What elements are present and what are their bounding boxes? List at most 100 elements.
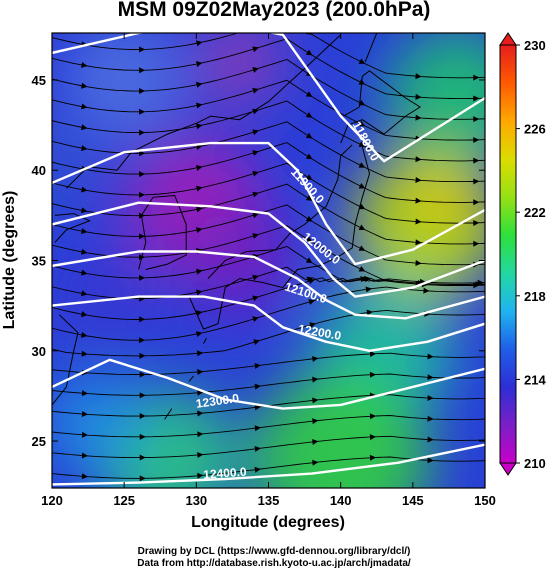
streamline-arrow	[358, 266, 366, 272]
streamline-arrow	[81, 410, 88, 417]
coastline	[340, 70, 422, 144]
contour-label: 12300.0	[195, 391, 240, 411]
streamline-arrow	[427, 457, 434, 464]
streamline	[52, 33, 485, 79]
streamline-arrow	[197, 369, 204, 375]
streamline-arrow	[139, 475, 146, 482]
streamline	[52, 373, 485, 396]
x-axis-title: Longitude (degrees)	[191, 514, 345, 531]
streamline-arrow	[423, 287, 430, 294]
x-tick-label: 150	[474, 493, 496, 508]
shading-patch	[64, 33, 185, 140]
streamline-arrow	[81, 207, 88, 214]
streamline-arrow	[305, 153, 313, 160]
streamline-arrow	[427, 394, 434, 401]
coastline	[203, 337, 207, 344]
streamline-arrow	[81, 473, 88, 480]
streamline-arrow	[415, 156, 422, 163]
streamline-arrow	[369, 413, 376, 420]
wind-streamlines	[52, 24, 485, 482]
streamline-arrow	[197, 389, 204, 396]
height-contour	[52, 141, 485, 266]
y-tick-label: 35	[32, 254, 46, 269]
streamline-arrow	[415, 218, 422, 225]
height-contour	[52, 33, 485, 163]
streamline-arrow	[139, 191, 146, 198]
coastline	[188, 375, 194, 382]
streamline-arrow	[369, 350, 376, 357]
streamline	[52, 245, 485, 285]
streamline-arrow	[81, 269, 88, 276]
streamline-arrow	[358, 120, 366, 127]
streamline-arrow	[196, 185, 203, 192]
streamline-arrow	[81, 331, 88, 338]
streamline-arrow	[81, 61, 88, 68]
streamline-arrow	[139, 46, 146, 53]
streamline-arrow	[252, 129, 259, 136]
credit-drawing: Drawing by DCL (https://www.gfd-dennou.o…	[137, 546, 411, 557]
streamline-arrow	[305, 91, 313, 97]
streamline-arrow	[415, 73, 422, 80]
height-contour	[52, 358, 485, 410]
streamline-arrow	[305, 195, 313, 201]
streamline-arrow	[197, 410, 204, 417]
streamline-arrow	[306, 276, 314, 283]
streamline-arrow	[309, 322, 316, 329]
coastline	[138, 194, 187, 270]
colorbar-tick-label: 222	[524, 205, 546, 220]
streamline-arrow	[427, 436, 434, 443]
streamline-arrow	[139, 274, 146, 281]
streamline-arrow	[473, 157, 480, 164]
streamline-arrow	[196, 123, 203, 130]
streamline-arrow	[473, 95, 480, 102]
height-contour	[52, 250, 485, 320]
colorbar-bar	[499, 44, 517, 464]
streamline-arrow	[427, 374, 434, 381]
x-tick-label: 145	[402, 493, 424, 508]
streamline-arrow	[81, 290, 88, 297]
streamline-arrow	[473, 178, 480, 185]
streamline-arrow	[254, 383, 261, 390]
streamline-arrow	[252, 108, 259, 115]
streamline-arrow	[139, 254, 146, 261]
streamline-arrow	[305, 257, 313, 264]
streamline-arrow	[196, 40, 203, 47]
streamline	[52, 79, 485, 141]
y-tick-label: 25	[32, 434, 46, 449]
streamline-arrow	[473, 282, 480, 289]
streamline-arrow	[360, 276, 367, 283]
streamline-arrow	[81, 311, 88, 318]
streamline-arrow	[139, 371, 146, 378]
streamline-arrow	[252, 295, 259, 302]
height-contour	[52, 201, 485, 298]
streamline-arrow	[312, 418, 319, 425]
streamline-arrow	[473, 240, 480, 247]
shading-patch	[386, 33, 485, 168]
streamline-arrow	[139, 212, 146, 219]
streamline-arrow	[415, 239, 422, 246]
streamline-arrow	[369, 434, 376, 441]
streamline-arrow	[254, 425, 261, 432]
streamline-arrow	[81, 390, 88, 397]
streamline-arrow	[254, 404, 261, 411]
streamline-arrow	[196, 102, 203, 109]
streamline-arrow	[81, 186, 88, 193]
map-plot-area: 11800.011900.012000.012100.012200.012300…	[52, 24, 485, 488]
streamline-arrow	[139, 337, 146, 344]
shading-patch	[52, 373, 146, 473]
streamline-arrow	[252, 24, 259, 31]
streamline	[52, 162, 485, 224]
streamline-arrow	[139, 108, 146, 115]
credit-data: Data from http://database.rish.kyoto-u.a…	[137, 558, 411, 569]
streamline-arrow	[139, 233, 146, 240]
streamline-arrow	[254, 445, 261, 452]
y-axis-title: Latitude (degrees)	[1, 191, 18, 330]
streamline-arrow	[197, 472, 204, 479]
streamline-arrow	[415, 197, 422, 204]
coastline	[364, 33, 378, 63]
streamline-arrow	[252, 150, 259, 156]
streamline-arrow	[305, 174, 313, 180]
streamline-arrow	[312, 376, 319, 383]
streamline-arrow	[473, 116, 480, 123]
streamline-arrow	[358, 245, 366, 251]
